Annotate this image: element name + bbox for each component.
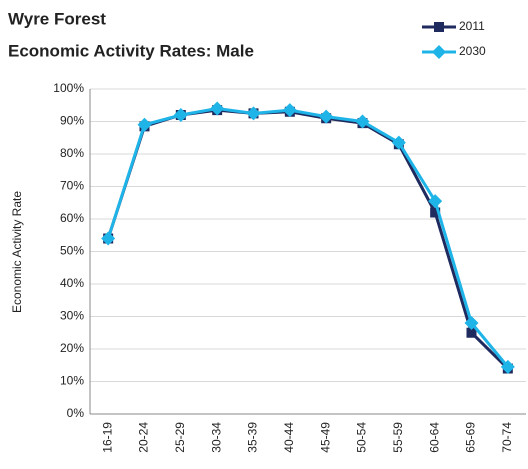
data-point — [464, 316, 479, 330]
x-tick-label: 50-54 — [355, 422, 369, 453]
x-tick-label: 65-69 — [464, 422, 478, 453]
x-tick-label: 35-39 — [246, 422, 260, 453]
y-tick-label: 60% — [60, 211, 84, 225]
y-tick-label: 80% — [60, 146, 84, 160]
data-point — [282, 103, 297, 118]
y-axis-label: Economic Activity Rate — [10, 191, 24, 313]
data-point — [428, 194, 443, 209]
data-point — [500, 359, 515, 374]
x-tick-label: 30-34 — [209, 422, 223, 453]
data-point — [466, 327, 477, 338]
data-point — [355, 114, 370, 129]
chart-title: Wyre Forest — [8, 9, 106, 28]
y-tick-label: 70% — [60, 179, 84, 193]
series-line — [106, 106, 509, 368]
chart-subtitle: Economic Activity Rates: Male — [8, 41, 254, 60]
data-point — [137, 117, 152, 132]
x-tick-label: 25-29 — [173, 422, 187, 453]
data-point — [210, 101, 225, 116]
y-tick-label: 10% — [60, 374, 84, 388]
legend-marker — [432, 45, 446, 59]
data-point — [391, 135, 406, 150]
x-tick-label: 20-24 — [137, 422, 151, 453]
x-tick-label: 45-49 — [318, 422, 332, 453]
y-tick-label: 0% — [67, 406, 85, 420]
legend-label: 2030 — [459, 44, 486, 58]
y-tick-label: 100% — [53, 81, 84, 95]
y-tick-label: 20% — [60, 341, 84, 355]
y-tick-label: 40% — [60, 276, 84, 290]
legend-label: 2011 — [459, 19, 485, 33]
data-point — [430, 207, 441, 218]
x-tick-label: 70-74 — [500, 422, 514, 453]
y-tick-label: 50% — [60, 244, 84, 258]
data-point — [173, 108, 188, 122]
data-point — [319, 109, 334, 124]
data-point — [101, 231, 116, 246]
x-tick-label: 55-59 — [391, 422, 405, 453]
x-tick-label: 40-44 — [282, 422, 296, 453]
y-tick-label: 30% — [60, 309, 84, 323]
legend-marker — [434, 22, 444, 32]
x-tick-label: 60-64 — [427, 422, 441, 453]
y-tick-label: 90% — [60, 114, 84, 128]
data-point — [246, 106, 261, 121]
x-tick-label: 16-19 — [100, 422, 114, 453]
